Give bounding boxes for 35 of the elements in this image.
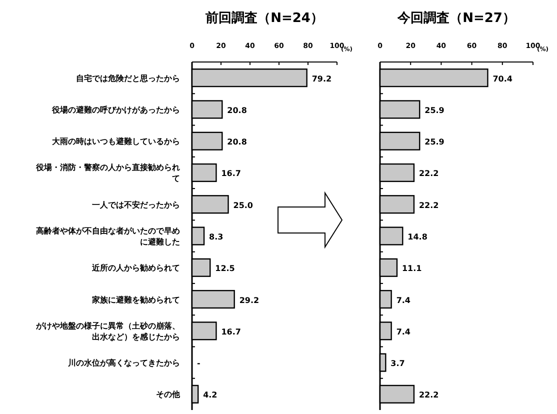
- y-tick-label: その他: [156, 390, 181, 400]
- data-label: 16.7: [221, 327, 241, 336]
- chart-title: 今回調査（N=27）: [396, 10, 516, 26]
- data-label: 7.4: [396, 327, 411, 336]
- data-label: 22.2: [418, 169, 439, 178]
- y-tick-label: 高齢者や体が不自由な者がいたので早めに避難した: [36, 226, 180, 246]
- data-label: 12.5: [215, 264, 236, 274]
- data-label: 11.1: [402, 264, 422, 274]
- y-tick-label: 役場の避難の呼びかけがあったから: [51, 105, 180, 114]
- data-label: 29.2: [239, 296, 260, 305]
- data-label: -: [197, 359, 200, 368]
- data-label: 20.8: [227, 106, 248, 115]
- data-label: 8.3: [209, 232, 224, 242]
- data-label: 70.4: [492, 74, 513, 84]
- y-tick-label: 大雨の時はいつも避難しているから: [52, 137, 180, 146]
- data-label: 25.0: [233, 200, 254, 210]
- data-label: 22.2: [418, 200, 439, 210]
- y-tick-label: 川の水位が高くなってきたから: [67, 358, 180, 368]
- y-tick-label: 役場・消防・警察の人から直接勧められて: [35, 162, 180, 184]
- data-label: 25.9: [424, 138, 445, 147]
- data-label: 20.8: [227, 138, 248, 147]
- y-tick-label: 家族に避難を勧められて: [91, 294, 180, 304]
- y-tick-label: 近所の人から勧められて: [91, 264, 180, 273]
- data-label: 22.2: [418, 390, 439, 400]
- y-tick-label: がけや地盤の様子に異常（土砂の崩落、出水など）を感じたから: [35, 321, 180, 342]
- data-label: 3.7: [390, 359, 405, 368]
- data-label: 79.2: [312, 74, 332, 84]
- data-label: 14.8: [408, 232, 428, 242]
- chart-title: 前回調査（N=24）: [204, 10, 324, 26]
- y-tick-label: 自宅では危険だと思ったから: [76, 72, 180, 83]
- data-label: 7.4: [396, 296, 411, 305]
- data-label: 4.2: [203, 390, 218, 400]
- data-label: 25.9: [424, 106, 445, 115]
- data-label: 16.7: [221, 169, 241, 178]
- y-tick-label: 一人では不安だったから: [92, 199, 180, 210]
